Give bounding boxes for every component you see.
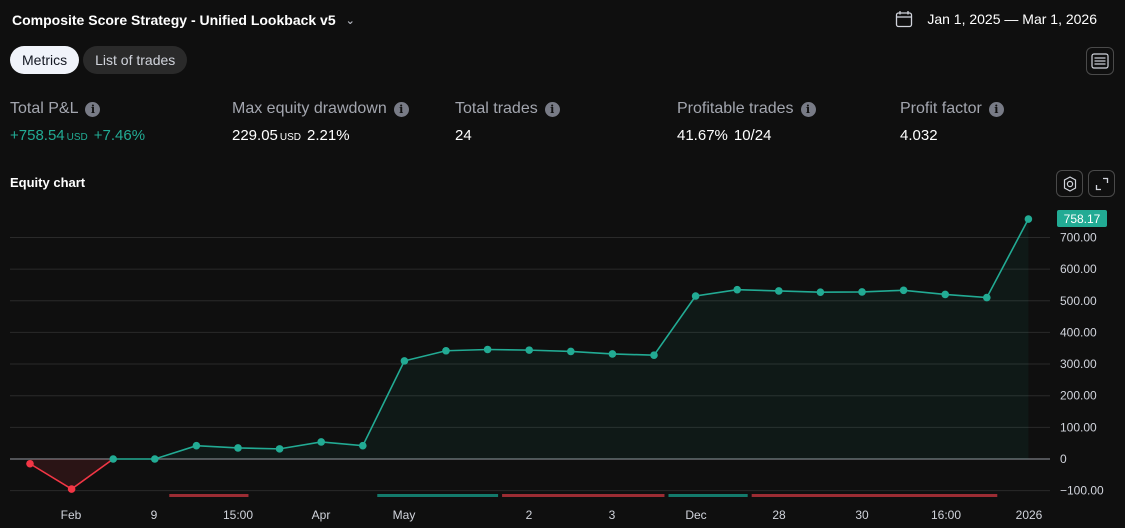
equity-point[interactable] <box>192 441 201 450</box>
y-tick-label: 700.00 <box>1060 230 1097 244</box>
list-menu-icon <box>1091 53 1109 69</box>
equity-point[interactable] <box>317 438 326 446</box>
metric-label: Profitable trades <box>677 100 794 117</box>
metric-label: Max equity drawdown <box>232 100 387 117</box>
metric-label: Total P&L <box>10 100 79 117</box>
x-tick-label: 30 <box>855 508 869 522</box>
x-tick-label: May <box>393 508 416 522</box>
equity-point[interactable] <box>983 293 991 302</box>
info-icon[interactable]: i <box>393 101 409 117</box>
equity-point[interactable] <box>691 292 700 300</box>
equity-point[interactable] <box>275 445 284 453</box>
max-drawdown-percent: 2.21% <box>307 127 350 144</box>
header: Composite Score Strategy - Unified Lookb… <box>0 0 1125 44</box>
info-icon[interactable]: i <box>544 101 560 117</box>
last-value-label: 758.17 <box>1064 212 1101 226</box>
equity-point[interactable] <box>525 346 533 354</box>
x-tick-label: Apr <box>312 508 331 522</box>
metric-label: Profit factor <box>900 100 982 117</box>
equity-point[interactable] <box>483 345 492 354</box>
y-tick-label: 200.00 <box>1060 389 1097 403</box>
metric-total-pnl: Total P&L i +758.54 USD +7.46% <box>10 100 145 144</box>
y-tick-label: 300.00 <box>1060 357 1097 371</box>
x-tick-label: Feb <box>61 508 82 522</box>
metrics-row: Total P&L i +758.54 USD +7.46% Max equit… <box>0 100 1125 150</box>
chevron-down-icon: ⌄ <box>345 14 355 27</box>
y-tick-label: 100.00 <box>1060 420 1097 434</box>
trade-bar <box>377 494 499 497</box>
info-icon[interactable]: i <box>800 101 816 117</box>
y-tick-label: 400.00 <box>1060 325 1097 339</box>
metric-max-drawdown: Max equity drawdown i 229.05 USD 2.21% <box>232 100 409 144</box>
y-tick-label: 0 <box>1060 452 1067 466</box>
equity-point[interactable] <box>816 288 825 297</box>
metric-profit-factor: Profit factor i 4.032 <box>900 100 1004 144</box>
trade-bar <box>751 494 998 497</box>
calendar-icon <box>896 11 913 28</box>
equity-area-positive <box>113 219 1029 459</box>
chart-settings-button[interactable] <box>1056 170 1083 197</box>
strategy-name: Composite Score Strategy - Unified Lookb… <box>12 12 336 28</box>
tab-list-of-trades[interactable]: List of trades <box>83 46 188 74</box>
tab-metrics[interactable]: Metrics <box>10 46 80 74</box>
equity-point[interactable] <box>400 357 409 365</box>
y-tick-label: −100.00 <box>1060 484 1104 498</box>
x-tick-label: 28 <box>772 508 786 522</box>
max-drawdown-unit: USD <box>279 132 302 143</box>
equity-point[interactable] <box>442 346 450 355</box>
equity-point[interactable] <box>1024 215 1033 223</box>
profitable-trades-ratio: 10/24 <box>733 127 772 144</box>
trade-bar <box>502 494 665 497</box>
equity-chart: −100.00 0 100.00 200.00 300.00 400.00 500.00 60… <box>10 210 1107 522</box>
fullscreen-button[interactable] <box>1088 170 1115 197</box>
equity-point[interactable] <box>650 351 658 359</box>
x-tick-label: 16:00 <box>931 508 961 522</box>
y-tick-label: 500.00 <box>1060 294 1097 308</box>
equity-point[interactable] <box>359 441 367 450</box>
date-range-selector[interactable]: Jan 1, 2025 — Mar 1, 2026 <box>895 10 1097 28</box>
x-tick-label: Dec <box>685 508 706 522</box>
total-pnl-value: +758.54 <box>10 127 65 144</box>
equity-chart-title: Equity chart <box>10 175 86 190</box>
x-tick-label: 15:00 <box>223 508 253 522</box>
last-value-badge <box>1057 210 1107 228</box>
max-drawdown-value: 229.05 <box>232 127 278 144</box>
equity-area-negative <box>30 459 114 490</box>
total-trades-value: 24 <box>455 127 472 144</box>
date-range-text: Jan 1, 2025 — Mar 1, 2026 <box>927 11 1097 27</box>
x-tick-label: 2 <box>526 508 533 522</box>
menu-button[interactable] <box>1086 47 1114 75</box>
equity-point[interactable] <box>234 444 242 452</box>
trade-bar <box>668 494 748 497</box>
metric-label: Total trades <box>455 100 538 117</box>
gear-icon <box>1063 175 1076 192</box>
y-tick-label: 600.00 <box>1060 262 1097 276</box>
equity-point[interactable] <box>67 485 76 493</box>
trade-bar <box>169 494 249 497</box>
x-tick-label: 9 <box>151 508 158 522</box>
total-pnl-unit: USD <box>66 132 88 143</box>
info-icon[interactable]: i <box>85 101 101 117</box>
metric-total-trades: Total trades i 24 <box>455 100 560 144</box>
x-tick-label: 3 <box>609 508 616 522</box>
equity-point[interactable] <box>151 455 159 463</box>
equity-point[interactable] <box>608 350 617 358</box>
equity-point[interactable] <box>899 286 908 295</box>
equity-point[interactable] <box>858 288 866 296</box>
profitable-trades-percent: 41.67% <box>677 127 728 144</box>
equity-point[interactable] <box>567 347 575 356</box>
info-icon[interactable]: i <box>988 101 1004 117</box>
expand-icon <box>1095 177 1108 190</box>
equity-point[interactable] <box>26 459 34 468</box>
tab-bar: Metrics List of trades <box>10 46 188 74</box>
equity-point[interactable] <box>733 285 741 294</box>
metric-profitable-trades: Profitable trades i 41.67% 10/24 <box>677 100 816 144</box>
equity-point[interactable] <box>941 290 949 299</box>
equity-point[interactable] <box>109 455 117 463</box>
strategy-selector[interactable]: Composite Score Strategy - Unified Lookb… <box>12 12 355 28</box>
total-pnl-percent: +7.46% <box>93 127 146 144</box>
profit-factor-value: 4.032 <box>900 127 938 144</box>
equity-point[interactable] <box>775 287 783 295</box>
x-tick-label: 2026 <box>1016 508 1043 522</box>
